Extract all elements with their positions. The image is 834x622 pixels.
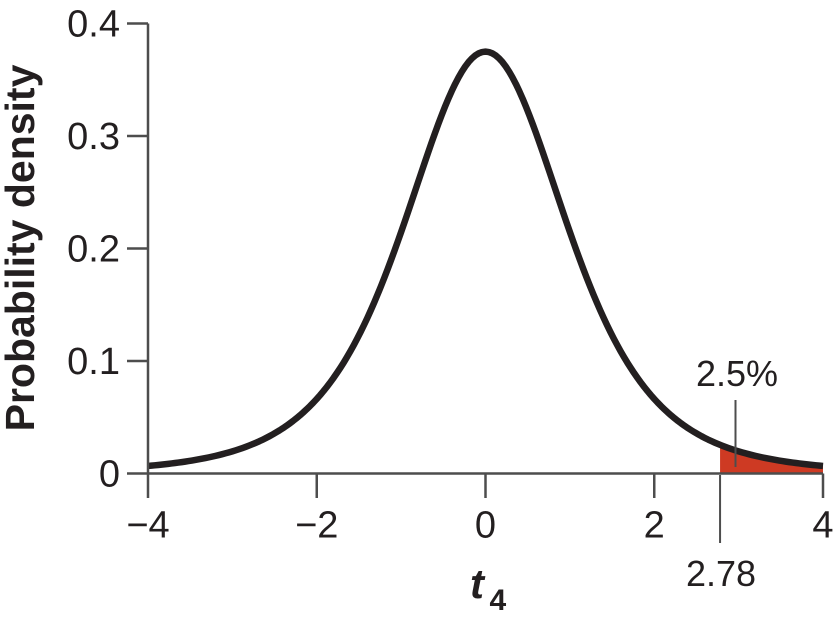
y-tick-label: 0 [99, 454, 120, 496]
x-tick-label: 0 [475, 505, 496, 547]
axes [146, 23, 823, 475]
y-tick-label: 0.3 [67, 116, 120, 158]
x-tick-label: 2 [644, 505, 665, 547]
tick-labels: 0 0.1 0.2 0.3 0.4 −4 −2 0 2 4 [67, 4, 833, 547]
y-axis-title: Probability density [0, 64, 43, 431]
y-tick-label: 0.1 [67, 341, 120, 383]
x-axis-title: t 4 [470, 560, 506, 617]
x-tick-label: −2 [295, 505, 338, 547]
x-tick-label: 4 [812, 505, 833, 547]
x-axis-title-base: t [470, 560, 486, 607]
y-tick-label: 0.4 [67, 4, 120, 46]
y-tick-label: 0.2 [67, 229, 120, 271]
critical-value-label: 2.78 [686, 553, 756, 594]
density-curve [147, 48, 824, 470]
x-tick-label: −4 [126, 505, 169, 547]
tick-marks [127, 22, 825, 498]
x-axis-title-subscript: 4 [489, 584, 506, 617]
tail-area-label: 2.5% [696, 353, 778, 394]
